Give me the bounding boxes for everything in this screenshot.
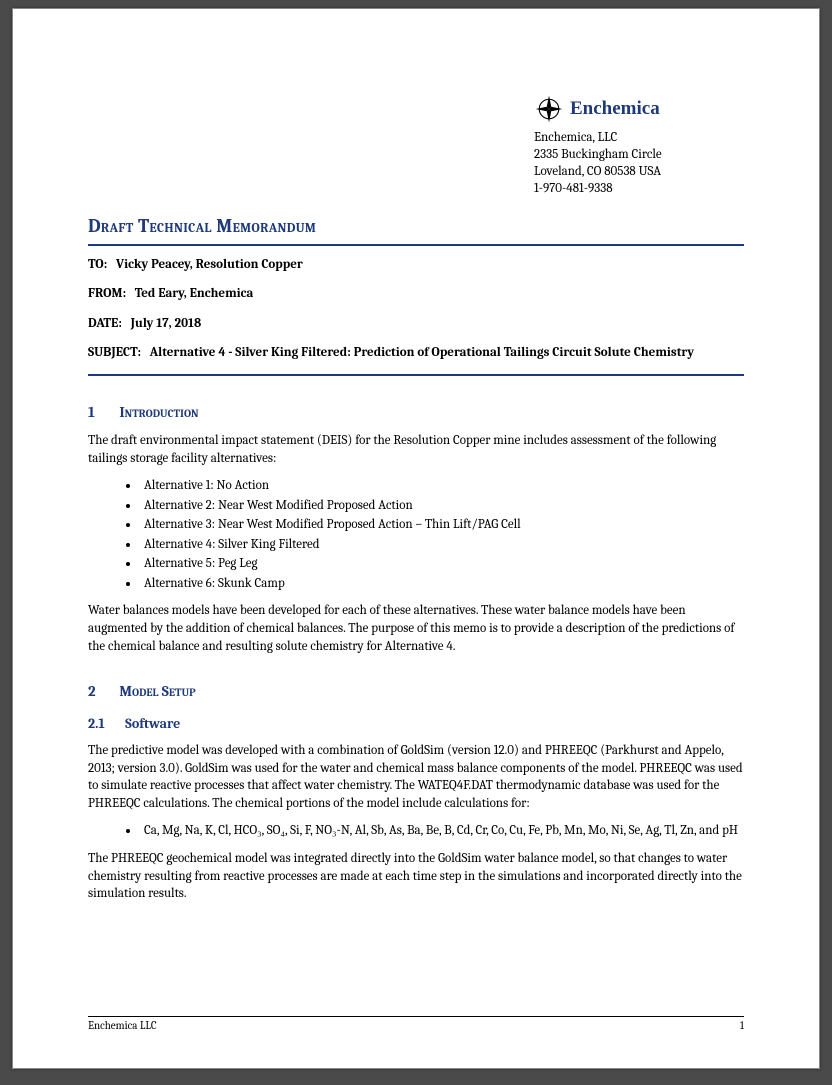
list-item: Alternative 5: Peg Leg [140,555,744,573]
section-2-num: 2 [88,681,116,701]
page: Enchemica Enchemica, LLC 2335 Buckingham… [12,8,820,1069]
meta-from: FROM: Ted Eary, Enchemica [88,285,744,303]
date-label: DATE: [88,316,122,331]
compass-icon [534,94,564,124]
section-1-num: 1 [88,402,116,422]
document-title: Draft Technical Memorandum [88,214,744,240]
elements-item: Ca, Mg, Na, K, Cl, HCO₃, SO₄, Si, F, NO₃… [140,822,744,840]
section-2-heading: 2 Model Setup [88,681,744,701]
company-name: Enchemica [570,96,660,122]
section-1-title: Introduction [119,403,198,421]
list-item: Alternative 3: Near West Modified Propos… [140,516,744,534]
footer-page-number: 1 [740,1019,744,1034]
list-item: Alternative 2: Near West Modified Propos… [140,497,744,515]
intro-p1: The draft environmental impact statement… [88,432,744,467]
page-footer: Enchemica LLC 1 [88,1016,744,1034]
elements-list: Ca, Mg, Na, K, Cl, HCO₃, SO₄, Si, F, NO₃… [140,822,744,840]
from-value: Ted Eary, Enchemica [129,286,253,301]
model-p1: The predictive model was developed with … [88,742,744,812]
list-item: Alternative 4: Silver King Filtered [140,536,744,554]
page-content: Enchemica Enchemica, LLC 2335 Buckingham… [13,9,819,943]
meta-subject: SUBJECT: Alternative 4 - Silver King Fil… [88,344,744,362]
subject-label: SUBJECT: [88,345,141,360]
section-2-1-title: Software [125,715,180,732]
rule-top [88,244,744,246]
section-2-1-heading: 2.1 Software [88,715,744,734]
intro-p2: Water balances models have been develope… [88,602,744,655]
section-1-heading: 1 Introduction [88,402,744,422]
letterhead: Enchemica Enchemica, LLC 2335 Buckingham… [534,94,744,198]
addr-phone: 1-970-481-9338 [534,181,744,198]
alternatives-list: Alternative 1: No Action Alternative 2: … [140,477,744,592]
addr-name: Enchemica, LLC [534,130,744,147]
model-p2: The PHREEQC geochemical model was integr… [88,850,744,903]
meta-to: TO: Vicky Peacey, Resolution Copper [88,256,744,274]
from-label: FROM: [88,286,126,301]
rule-subject [88,374,744,376]
logo-row: Enchemica [534,94,744,124]
section-2-1-num: 2.1 [88,715,122,734]
address-block: Enchemica, LLC 2335 Buckingham Circle Lo… [534,130,744,198]
list-item: Alternative 1: No Action [140,477,744,495]
date-value: July 17, 2018 [125,316,201,331]
section-2-title: Model Setup [119,682,195,700]
addr-line2: Loveland, CO 80538 USA [534,164,744,181]
to-value: Vicky Peacey, Resolution Copper [110,257,303,272]
list-item: Alternative 6: Skunk Camp [140,575,744,593]
addr-line1: 2335 Buckingham Circle [534,147,744,164]
footer-left: Enchemica LLC [88,1019,157,1034]
subject-value: Alternative 4 - Silver King Filtered: Pr… [144,345,694,360]
meta-date: DATE: July 17, 2018 [88,315,744,333]
to-label: TO: [88,257,107,272]
